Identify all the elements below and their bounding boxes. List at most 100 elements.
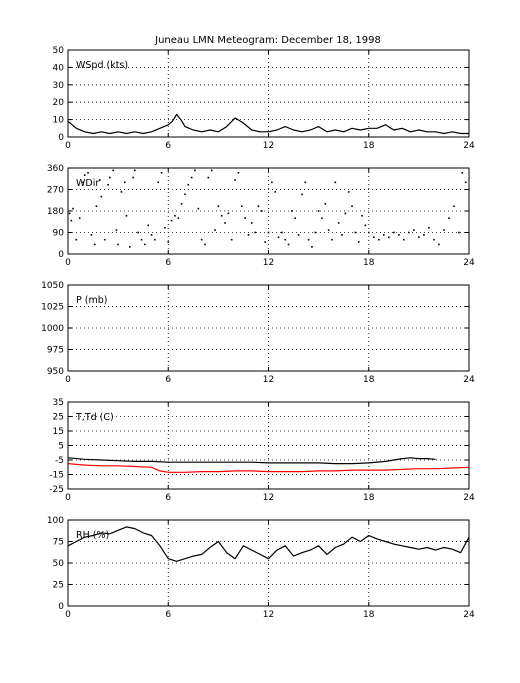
wdir-point xyxy=(70,219,73,222)
temp-y-tick-label: 25 xyxy=(53,413,64,423)
wdir-panel: 0 6 12 18 24 0 90 180 270 360 WDir xyxy=(47,164,475,268)
rh-x-tick-label: 18 xyxy=(363,610,375,620)
wdir-point xyxy=(174,214,176,217)
pres-y-tick-label: 1025 xyxy=(41,303,64,313)
wdir-point xyxy=(164,226,166,229)
rh-panel: 0 6 12 18 24 0 25 50 75 100 RH (%) xyxy=(47,516,475,620)
rh-y-tick-label: 100 xyxy=(47,516,64,526)
wdir-point xyxy=(423,234,425,236)
wdir-point xyxy=(210,169,213,172)
wdir-series-black-0 xyxy=(68,169,467,248)
wdir-point xyxy=(90,234,93,236)
wdir-point xyxy=(428,226,430,229)
wdir-point xyxy=(98,179,101,181)
wdir-point xyxy=(281,231,283,234)
wdir-point xyxy=(117,243,119,246)
wspd-x-tick-label: 12 xyxy=(263,141,274,151)
wdir-point xyxy=(257,205,260,208)
wdir-point xyxy=(337,222,340,224)
wdir-point xyxy=(274,191,276,193)
wdir-point xyxy=(234,179,236,181)
wdir-point xyxy=(367,231,370,234)
wdir-point xyxy=(160,171,163,174)
temp-y-tick-label: 15 xyxy=(53,427,64,437)
temp-x-tick-label: 6 xyxy=(165,493,171,503)
wdir-point xyxy=(347,191,350,193)
wdir-point xyxy=(341,234,343,236)
wdir-point xyxy=(200,238,203,241)
temp-series-red-1 xyxy=(67,463,470,473)
wdir-point xyxy=(307,238,310,241)
pres-y-tick-label: 1000 xyxy=(41,324,64,334)
wdir-point xyxy=(82,181,84,184)
wdir-point xyxy=(230,238,233,241)
wdir-point xyxy=(217,205,220,208)
wdir-point xyxy=(382,234,385,236)
wdir-point xyxy=(314,231,317,234)
wdir-point xyxy=(250,222,253,224)
wdir-point xyxy=(207,176,210,179)
rh-y-tick-label: 25 xyxy=(53,581,64,591)
wdir-point xyxy=(304,181,307,184)
wspd-y-tick-label: 40 xyxy=(53,63,65,73)
figure-title: Juneau LMN Meteogram: December 18, 1998 xyxy=(154,35,381,46)
rh-x-tick-label: 0 xyxy=(65,610,71,620)
wdir-point xyxy=(364,224,367,227)
rh-x-tick-label: 6 xyxy=(165,610,171,620)
wspd-y-tick-label: 50 xyxy=(53,46,65,56)
wdir-point xyxy=(297,234,300,236)
wdir-point xyxy=(372,236,375,239)
temp-y-tick-label: -5 xyxy=(55,456,64,466)
wdir-point xyxy=(125,214,128,217)
wdir-point xyxy=(95,205,98,208)
wspd-x-tick-label: 6 xyxy=(165,141,171,151)
wdir-point xyxy=(331,238,333,241)
wdir-y-tick-label: 180 xyxy=(47,207,64,217)
wdir-point xyxy=(461,171,464,174)
wdir-point xyxy=(129,246,131,248)
wdir-point xyxy=(124,181,126,184)
rh-y-tick-label: 75 xyxy=(53,538,64,548)
wdir-point xyxy=(244,217,246,219)
wdir-y-tick-label: 360 xyxy=(47,164,64,174)
wspd-x-tick-label: 0 xyxy=(65,141,71,151)
wdir-point xyxy=(154,238,156,241)
wdir-point xyxy=(403,238,405,241)
wdir-x-tick-label: 12 xyxy=(263,258,274,268)
wspd-y-tick-label: 20 xyxy=(53,98,65,108)
wdir-point xyxy=(150,234,153,236)
pres-panel: 0 6 12 18 24 950 975 1000 1025 1050 P (mb) xyxy=(41,281,475,385)
pres-x-tick-label: 24 xyxy=(463,375,475,385)
wdir-point xyxy=(301,193,303,196)
temp-panel: 0 6 12 18 24 -25 -15 -5 5 15 25 35 T,Td (C) xyxy=(49,398,475,503)
wdir-point xyxy=(190,176,193,179)
wdir-point xyxy=(324,203,327,205)
wdir-point xyxy=(180,203,183,205)
wspd-x-tick-label: 18 xyxy=(363,141,375,151)
temp-x-tick-label: 18 xyxy=(363,493,375,503)
wdir-point xyxy=(261,210,263,212)
wspd-y-tick-label: 30 xyxy=(53,81,65,91)
wdir-point xyxy=(264,241,266,243)
wdir-point xyxy=(147,224,149,227)
wdir-point xyxy=(413,229,415,231)
wdir-point xyxy=(134,169,136,172)
wdir-y-tick-label: 90 xyxy=(53,229,65,239)
rh-panel-label: RH (%) xyxy=(76,530,109,541)
wdir-point xyxy=(377,238,380,241)
wdir-point xyxy=(220,214,223,217)
temp-x-tick-label: 12 xyxy=(263,493,274,503)
wdir-point xyxy=(107,183,109,186)
wdir-point xyxy=(194,169,196,172)
wspd-panel: 0 6 12 18 24 0 10 20 30 40 50 WSpd (kts) xyxy=(53,46,475,151)
wdir-point xyxy=(108,176,111,179)
wdir-point xyxy=(351,205,353,208)
temp-y-tick-label: -15 xyxy=(49,471,64,481)
wdir-point xyxy=(214,229,216,231)
wdir-point xyxy=(438,243,440,246)
wdir-point xyxy=(237,171,240,174)
wdir-point xyxy=(167,241,170,243)
wspd-y-tick-label: 0 xyxy=(58,133,64,143)
